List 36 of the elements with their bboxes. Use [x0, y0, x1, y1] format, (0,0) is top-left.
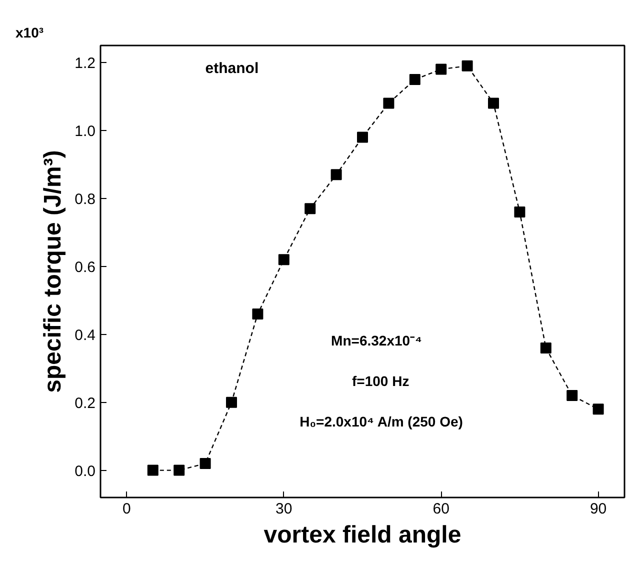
- point: [409, 74, 420, 85]
- point: [488, 98, 499, 109]
- annotation: f=100 Hz: [352, 373, 410, 390]
- point: [514, 206, 526, 218]
- y-tick-label: 1.2: [74, 54, 96, 72]
- x-tick-label: 0: [122, 500, 131, 518]
- point: [147, 464, 158, 476]
- point: [540, 342, 552, 354]
- y-tick-label: 0.2: [74, 394, 96, 412]
- point: [200, 458, 211, 470]
- annotation: H₀=2.0x10⁴ A/m (250 Oe): [300, 414, 463, 430]
- x-axis-title: vortex field angle: [264, 522, 462, 548]
- point: [330, 169, 342, 180]
- x-tick-label: 60: [432, 500, 450, 518]
- point: [592, 404, 604, 415]
- y-tick-label: 0.4: [74, 326, 96, 344]
- y-tick-label: 0.8: [74, 190, 96, 208]
- point: [226, 396, 237, 408]
- y-tick-label: 0.0: [74, 462, 96, 480]
- y-tick-label: 0.6: [74, 258, 96, 276]
- point: [436, 64, 447, 75]
- point: [357, 132, 368, 143]
- annotation: Mn=6.32x10⁻⁴: [331, 332, 422, 348]
- y-tick-label: 1.0: [74, 122, 96, 140]
- point: [252, 308, 264, 320]
- point: [566, 390, 578, 402]
- annotation: ethanol: [205, 60, 259, 78]
- y-axis-title: specific torque (J/m³): [40, 150, 67, 393]
- point: [383, 98, 394, 109]
- x-tick-label: 90: [590, 500, 607, 518]
- x-tick-label: 30: [276, 500, 292, 518]
- point: [462, 60, 473, 72]
- text: x10³: [16, 24, 44, 40]
- point: [278, 254, 290, 266]
- point: [174, 464, 185, 476]
- point: [304, 203, 316, 214]
